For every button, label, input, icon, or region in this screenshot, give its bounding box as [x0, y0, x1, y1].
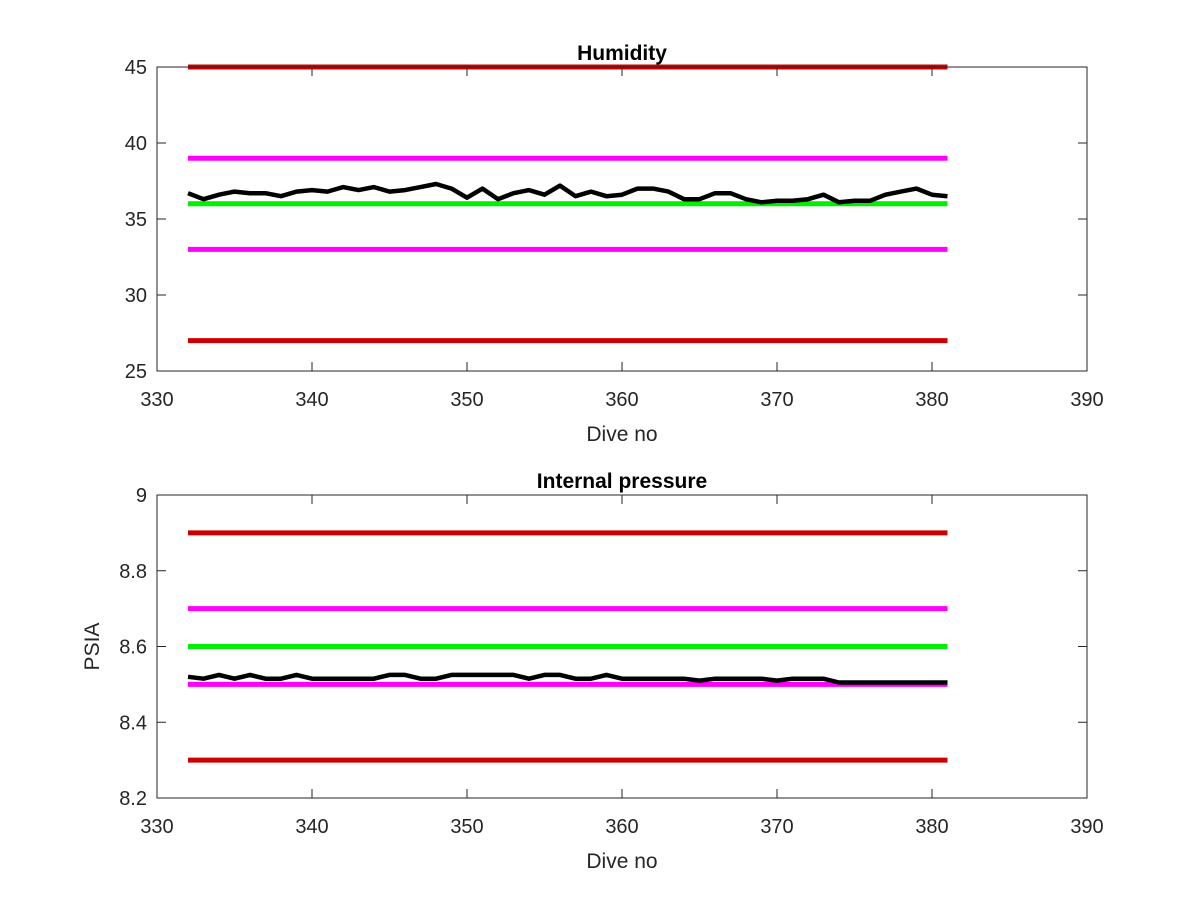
x-tick-label: 350 [450, 816, 483, 838]
chart-title: Internal pressure [537, 470, 707, 493]
y-tick-label: 45 [125, 57, 147, 79]
x-tick-label: 370 [760, 816, 793, 838]
y-tick-label: 8.2 [119, 788, 147, 810]
x-tick-label: 370 [760, 389, 793, 411]
x-tick-label: 350 [450, 389, 483, 411]
chart-title: Humidity [577, 42, 667, 65]
subplot-2: 330 340 350 360 370 380 390 8.2 8.4 8.6 8.8 9 Intern… [81, 470, 1104, 873]
y-tick-label: 25 [125, 361, 147, 383]
y-tick-label: 9 [136, 485, 147, 507]
y-tick-label: 30 [125, 285, 147, 307]
measured-line [187, 181, 948, 205]
subplot-1: 330 340 350 360 370 380 390 25 30 35 40 45 Humidity D… [125, 42, 1104, 446]
y-tick-label: 8.4 [119, 712, 147, 734]
series-group [187, 530, 948, 763]
y-axis-label: PSIA [81, 623, 104, 671]
x-tick-label: 360 [605, 816, 638, 838]
x-tick-label: 340 [295, 389, 328, 411]
x-tick-label: 390 [1070, 816, 1103, 838]
y-tick-label: 40 [125, 133, 147, 155]
x-axis-label: Dive no [586, 423, 657, 446]
x-tick-label: 340 [295, 816, 328, 838]
x-tick-label: 380 [915, 816, 948, 838]
axes-box [156, 66, 1088, 372]
x-tick-label: 390 [1070, 389, 1103, 411]
x-axis-label: Dive no [586, 850, 657, 873]
measured-line [187, 672, 948, 685]
x-tick-label: 330 [140, 816, 173, 838]
y-tick-label: 8.6 [119, 637, 147, 659]
y-tick-label: 35 [125, 209, 147, 231]
y-tick-label: 8.8 [119, 561, 147, 583]
x-tick-label: 330 [140, 389, 173, 411]
series-group [187, 64, 948, 344]
x-tick-label: 360 [605, 389, 638, 411]
x-tick-label: 380 [915, 389, 948, 411]
